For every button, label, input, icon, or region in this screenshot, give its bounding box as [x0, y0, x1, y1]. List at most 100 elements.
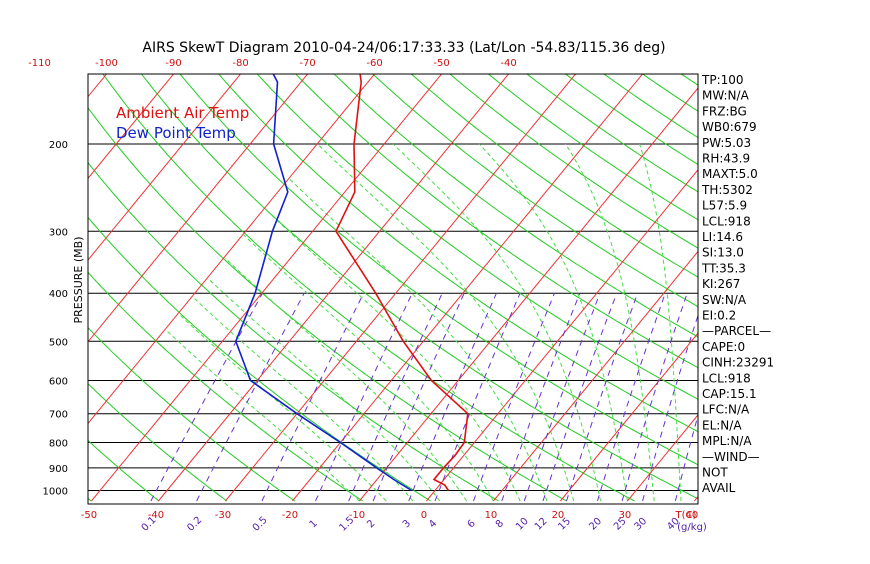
dry-adiabat-line — [799, 0, 870, 501]
dry-adiabat-line — [662, 0, 870, 501]
dry-adiabat-line — [410, 74, 698, 278]
mixing-ratio-tick-label: 4 — [427, 518, 439, 530]
stat-entry: TH:5302 — [701, 183, 753, 197]
mixing-ratio-tick-label: 8 — [494, 518, 506, 530]
dry-adiabat-line — [179, 74, 698, 466]
isotherm-line — [88, 74, 175, 180]
isotherm-line — [292, 74, 644, 502]
isotherm-line — [359, 87, 698, 502]
dry-adiabat-line — [765, 0, 870, 501]
temperature-axis-label: T(C) — [675, 510, 697, 521]
stability-index-panel: TP:100MW:N/AFRZ:BGWB0:679PW:5.03RH:43.9M… — [701, 73, 774, 495]
moist-adiabat-line — [264, 208, 521, 502]
temperature-tick-label: -50 — [81, 510, 97, 521]
pressure-tick-label: 100 — [49, 0, 68, 2]
moist-adiabat-line — [478, 143, 628, 502]
moist-adiabat-line — [639, 143, 682, 502]
mixing-ratio-line — [523, 293, 601, 502]
mixing-ratio-line — [542, 293, 618, 502]
axes: 1002003004005006007008009001000-50-40-30… — [28, 0, 707, 534]
stat-entry: SW:N/A — [702, 293, 747, 307]
pressure-tick-label: 700 — [49, 410, 68, 421]
top-temperature-tick-label: -110 — [28, 58, 51, 69]
isotherm-line — [91, 74, 443, 502]
moist-adiabat-line — [317, 143, 575, 502]
mixing-ratio-line — [674, 413, 698, 502]
mixing-ratio-unit-label: (g/kg) — [677, 522, 707, 533]
top-temperature-tick-label: -50 — [433, 58, 449, 69]
dry-adiabat-line — [487, 74, 698, 221]
top-temperature-tick-label: -100 — [95, 58, 118, 69]
temperature-tick-label: 30 — [619, 510, 632, 521]
top-temperature-tick-label: -40 — [500, 58, 516, 69]
mixing-ratio-tick-label: 0.5 — [251, 515, 270, 534]
mixing-ratio-tick-label: 2 — [365, 518, 377, 530]
isotherm-line — [761, 0, 870, 501]
temperature-tick-label: 20 — [552, 510, 565, 521]
mixing-ratio-line — [434, 293, 521, 502]
mixing-ratio-line — [642, 313, 698, 502]
pressure-tick-label: 900 — [49, 464, 68, 475]
temperature-tick-label: 0 — [421, 510, 427, 521]
legend: Ambient Air Temp Dew Point Temp — [116, 104, 249, 142]
mixing-ratio-line — [501, 293, 581, 502]
mixing-ratio-tick-label: 0.2 — [185, 515, 204, 534]
moist-adiabat-line — [165, 329, 360, 502]
stat-entry: CAPE:0 — [702, 340, 745, 354]
mixing-ratio-tick-label: 6 — [466, 518, 478, 530]
mixing-ratio-line — [261, 292, 365, 502]
series-line — [335, 74, 469, 491]
mixing-ratio-line — [566, 293, 639, 502]
dry-adiabat-line — [0, 0, 23, 501]
mixing-ratio-line — [408, 293, 497, 502]
temperature-tick-label: 40 — [686, 510, 699, 521]
stat-entry: WB0:679 — [702, 120, 757, 134]
stat-entry: L57:5.9 — [702, 199, 747, 213]
pressure-tick-label: 200 — [49, 140, 68, 151]
dry-adiabat-line — [295, 74, 698, 369]
stat-entry: TP:100 — [701, 73, 744, 87]
isotherm-line — [88, 74, 242, 261]
stat-entry: EI:0.2 — [702, 309, 736, 323]
stat-entry: —WIND— — [702, 450, 760, 464]
pressure-tick-label: 800 — [49, 438, 68, 449]
top-temperature-tick-label: -70 — [299, 58, 315, 69]
skewt-grid — [0, 0, 870, 502]
stat-entry: EL:N/A — [702, 418, 742, 432]
mixing-ratio-line — [315, 292, 413, 502]
stat-entry: LI:14.6 — [702, 230, 743, 244]
mixing-ratio-tick-label: 3 — [401, 518, 413, 530]
dry-adiabat-line — [256, 74, 698, 400]
dry-adiabat-line — [372, 74, 698, 308]
legend-entry: Dew Point Temp — [116, 124, 236, 142]
stat-entry: LCL:918 — [702, 214, 751, 228]
dry-adiabat-line — [88, 326, 296, 502]
chart-title: AIRS SkewT Diagram 2010-04-24/06:17:33.3… — [142, 40, 665, 56]
pressure-tick-label: 1000 — [43, 487, 68, 498]
dry-adiabat-line — [449, 74, 698, 249]
top-temperature-tick-label: -90 — [165, 58, 181, 69]
stat-entry: RH:43.9 — [702, 152, 750, 166]
dry-adiabat-line — [833, 0, 870, 501]
moist-adiabat-line — [243, 234, 494, 502]
y-axis-label: PRESSURE (MB) — [72, 237, 85, 324]
stat-entry: FRZ:BG — [702, 104, 747, 118]
stat-entry: PW:5.03 — [702, 136, 751, 150]
moist-adiabat-line — [208, 278, 441, 502]
dry-adiabat-line — [102, 74, 635, 502]
isotherm-line — [158, 74, 510, 502]
stat-entry: TT:35.3 — [701, 261, 746, 275]
isotherm-line — [0, 0, 47, 501]
isotherm-line — [426, 169, 698, 502]
isotherm-line — [0, 0, 114, 501]
dry-adiabat-line — [88, 382, 228, 502]
mixing-ratio-tick-label: 1 — [308, 518, 320, 530]
stat-entry: SI:13.0 — [702, 246, 744, 260]
dry-adiabat-line — [88, 106, 567, 502]
sounding-series — [234, 74, 469, 492]
isotherm-line — [88, 74, 376, 425]
top-temperature-tick-label: -80 — [232, 58, 248, 69]
mixing-ratio-line — [348, 292, 443, 502]
stat-entry: LCL:918 — [702, 371, 751, 385]
